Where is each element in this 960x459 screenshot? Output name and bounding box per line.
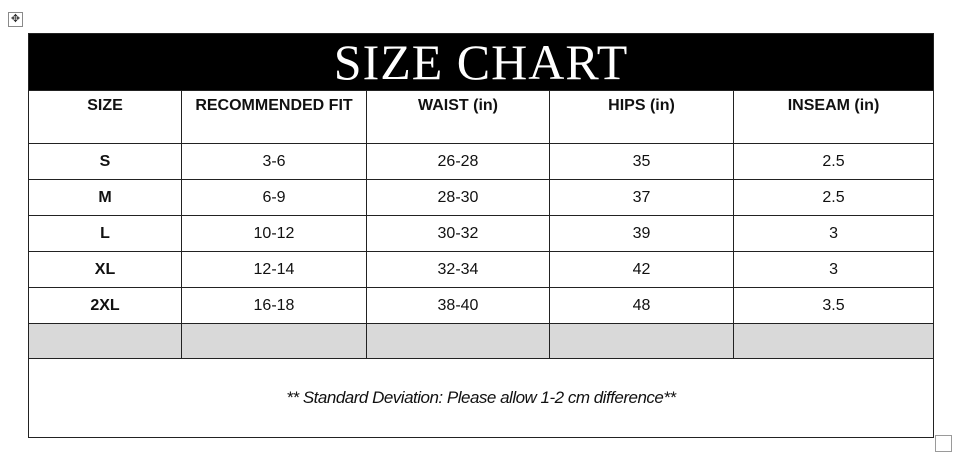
cell-hips: 35	[549, 143, 734, 180]
table-row: 2XL 16-18 38-40 48 3.5	[28, 287, 935, 324]
size-chart-table: SIZE CHART SIZE RECOMMENDED FIT WAIST (i…	[27, 33, 935, 438]
table-row: XL 12-14 32-34 42 3	[28, 251, 935, 288]
cell-waist: 38-40	[366, 287, 550, 324]
table-move-handle-icon[interactable]: ✥	[8, 12, 23, 27]
header-hips: HIPS (in)	[549, 90, 734, 144]
table-resize-handle-icon[interactable]	[935, 435, 952, 452]
header-inseam: INSEAM (in)	[732, 90, 935, 144]
standard-deviation-note: ** Standard Deviation: Please allow 1-2 …	[27, 358, 935, 438]
cell-size: S	[28, 143, 182, 180]
empty-cell	[366, 323, 550, 359]
table-title: SIZE CHART	[27, 33, 935, 91]
cell-size: XL	[28, 251, 182, 288]
cell-size: 2XL	[28, 287, 182, 324]
header-recommended-fit: RECOMMENDED FIT	[181, 90, 367, 144]
cell-fit: 6-9	[181, 179, 367, 216]
table-row: M 6-9 28-30 37 2.5	[28, 179, 935, 216]
empty-cell	[549, 323, 734, 359]
table-row: L 10-12 30-32 39 3	[28, 215, 935, 252]
cell-waist: 26-28	[366, 143, 550, 180]
empty-cell	[732, 323, 935, 359]
cell-fit: 10-12	[181, 215, 367, 252]
table-row: S 3-6 26-28 35 2.5	[28, 143, 935, 180]
header-size: SIZE	[28, 90, 182, 144]
cell-size: M	[28, 179, 182, 216]
cell-hips: 37	[549, 179, 734, 216]
cell-hips: 48	[549, 287, 734, 324]
cell-inseam: 3.5	[732, 287, 935, 324]
cell-waist: 32-34	[366, 251, 550, 288]
cell-hips: 42	[549, 251, 734, 288]
cell-inseam: 2.5	[732, 179, 935, 216]
empty-cell	[28, 323, 182, 359]
empty-shaded-row	[28, 323, 935, 359]
cell-waist: 28-30	[366, 179, 550, 216]
header-row: SIZE RECOMMENDED FIT WAIST (in) HIPS (in…	[28, 90, 935, 144]
cell-inseam: 2.5	[732, 143, 935, 180]
cell-hips: 39	[549, 215, 734, 252]
header-waist: WAIST (in)	[366, 90, 550, 144]
cell-fit: 16-18	[181, 287, 367, 324]
empty-cell	[181, 323, 367, 359]
cell-size: L	[28, 215, 182, 252]
cell-inseam: 3	[732, 215, 935, 252]
cell-waist: 30-32	[366, 215, 550, 252]
cell-inseam: 3	[732, 251, 935, 288]
cell-fit: 3-6	[181, 143, 367, 180]
cell-fit: 12-14	[181, 251, 367, 288]
